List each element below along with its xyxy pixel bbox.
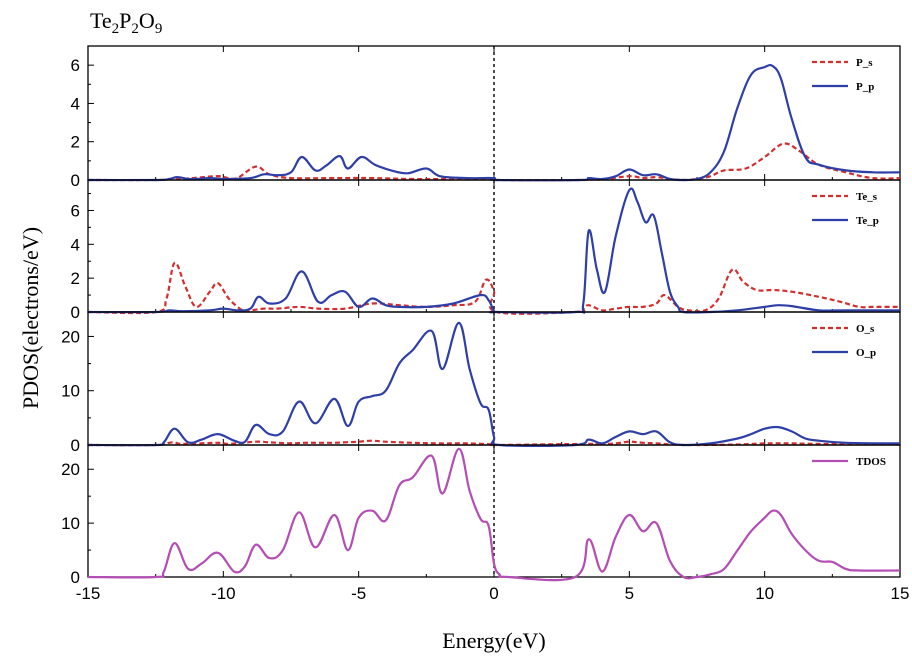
x-tick-label: 5 xyxy=(625,584,634,603)
legend-label: Te_p xyxy=(856,215,879,227)
y-tick-label: 0 xyxy=(71,436,80,455)
panels-group: 0 2 4 6 P_s P_p 0 2 4 6 Te_s Te_p 0 10 20 O_s O_p 0 10 20 TD… xyxy=(61,45,910,603)
y-tick-label: 10 xyxy=(61,382,80,401)
y-tick-label: 6 xyxy=(71,56,80,75)
series-line-p-p xyxy=(87,63,901,182)
panel-1: 0 2 4 6 P_s P_p xyxy=(71,45,901,190)
y-tick-label: 10 xyxy=(61,514,80,533)
y-tick-label: 4 xyxy=(71,235,80,254)
y-tick-label: 2 xyxy=(71,133,80,152)
x-tick-label: 15 xyxy=(891,584,910,603)
x-tick-label: -5 xyxy=(351,584,366,603)
y-tick-label: 0 xyxy=(71,171,80,190)
x-tick-label: -10 xyxy=(211,584,236,603)
chart-title: Te2P2O9 xyxy=(90,8,162,37)
x-axis-label: Energy(eV) xyxy=(442,628,545,653)
y-tick-label: 6 xyxy=(71,201,80,220)
y-tick-label: 20 xyxy=(61,327,80,346)
x-tick-label: 0 xyxy=(489,584,498,603)
panel-2: 0 2 4 6 Te_s Te_p xyxy=(71,179,901,322)
y-axis-label: PDOS(electrons/eV) xyxy=(18,227,43,409)
y-tick-label: 0 xyxy=(71,568,80,587)
x-tick-label: -15 xyxy=(76,584,101,603)
legend-label: P_p xyxy=(856,81,874,93)
series-line-tdos xyxy=(87,447,901,582)
legend-label: TDOS xyxy=(856,456,886,468)
y-tick-label: 4 xyxy=(71,94,80,113)
y-tick-label: 20 xyxy=(61,460,80,479)
y-tick-label: 0 xyxy=(71,303,80,322)
y-tick-label: 2 xyxy=(71,269,80,288)
legend-label: O_p xyxy=(856,347,876,359)
series-line-o-p xyxy=(87,321,901,448)
panel-3: 0 10 20 O_s O_p xyxy=(61,311,901,455)
panel-4: 0 10 20 TDOS -15 -10 -5 0 5 10 15 xyxy=(61,444,910,603)
x-tick-label: 10 xyxy=(755,584,774,603)
legend-label: Te_s xyxy=(856,191,878,203)
legend-label: O_s xyxy=(856,323,875,335)
legend-label: P_s xyxy=(856,57,873,69)
